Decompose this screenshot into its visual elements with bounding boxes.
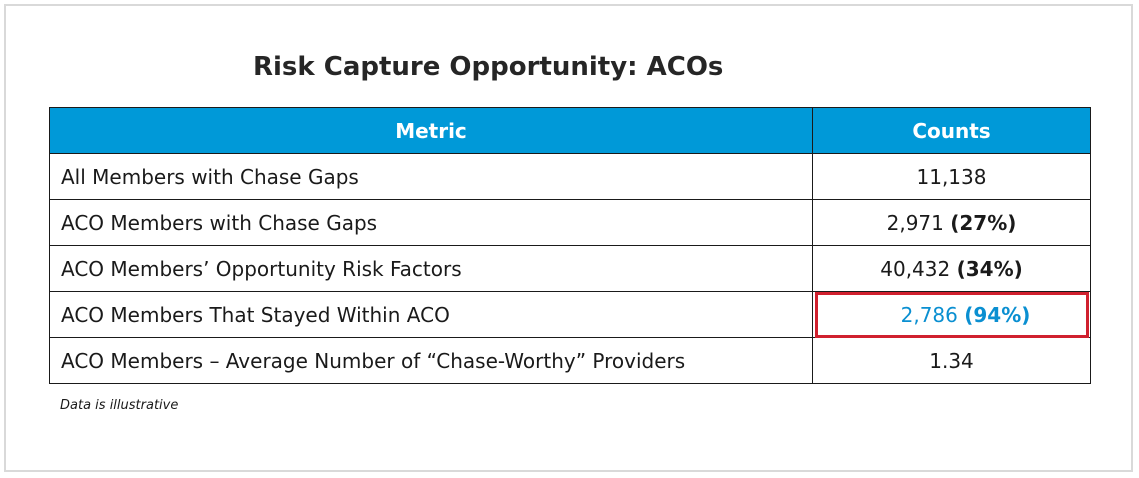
table-row: ACO Members with Chase Gaps 2,971 (27%) [49, 199, 1091, 246]
count-percent: (27%) [950, 210, 1017, 235]
header-metric: Metric [49, 107, 813, 154]
metric-cell: ACO Members’ Opportunity Risk Factors [49, 245, 813, 292]
table-row: ACO Members’ Opportunity Risk Factors 40… [49, 245, 1091, 292]
metric-cell: All Members with Chase Gaps [49, 153, 813, 200]
count-value: 40,432 [880, 256, 951, 281]
table-header-row: Metric Counts [49, 107, 1091, 154]
page-title: Risk Capture Opportunity: ACOs [253, 52, 724, 82]
count-percent: (94%) [964, 302, 1031, 327]
header-counts: Counts [812, 107, 1091, 154]
count-value: 1.34 [929, 348, 974, 373]
count-cell: 40,432 (34%) [812, 245, 1091, 292]
count-cell: 11,138 [812, 153, 1091, 200]
table-row: All Members with Chase Gaps 11,138 [49, 153, 1091, 200]
table-row: ACO Members – Average Number of “Chase-W… [49, 337, 1091, 384]
count-value: 11,138 [916, 164, 987, 189]
table-row: ACO Members That Stayed Within ACO 2,786… [49, 291, 1091, 338]
count-value: 2,786 [900, 302, 958, 327]
metrics-table: Metric Counts All Members with Chase Gap… [49, 107, 1091, 384]
metric-cell: ACO Members That Stayed Within ACO [49, 291, 813, 338]
metric-cell: ACO Members with Chase Gaps [49, 199, 813, 246]
metric-cell: ACO Members – Average Number of “Chase-W… [49, 337, 813, 384]
count-percent: (34%) [956, 256, 1023, 281]
count-cell-highlighted: 2,786 (94%) [812, 291, 1091, 338]
count-cell: 1.34 [812, 337, 1091, 384]
footnote: Data is illustrative [60, 398, 179, 413]
count-cell: 2,971 (27%) [812, 199, 1091, 246]
count-value: 2,971 [886, 210, 944, 235]
